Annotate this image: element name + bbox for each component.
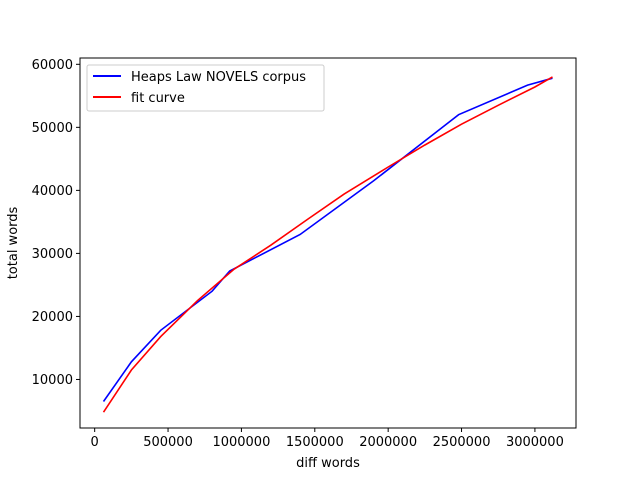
y-tick-label: 60000	[32, 58, 73, 73]
x-tick-label: 3000000	[506, 435, 564, 450]
legend-box	[86, 64, 325, 112]
y-tick-label: 30000	[32, 247, 73, 262]
x-tick-label: 0	[91, 435, 99, 450]
y-axis-label: total words	[6, 206, 21, 279]
series-line-heaps-law-novels-corpus	[102, 77, 553, 402]
x-axis-label: diff words	[296, 456, 360, 471]
legend-label-heaps-law: Heaps Law NOVELS corpus	[131, 70, 306, 85]
legend: Heaps Law NOVELS corpus fit curve	[86, 64, 325, 112]
x-axis-ticks: 0 500000 1000000 1500000 2000000 2500000 30000…	[91, 428, 564, 450]
series-line-fit-curve	[102, 76, 553, 413]
plot-area: 0 500000 1000000 1500000 2000000 2500000 30000…	[32, 57, 577, 450]
y-tick-label: 10000	[32, 373, 73, 388]
y-tick-label: 50000	[32, 121, 73, 136]
plot-frame	[79, 57, 577, 429]
x-tick-label: 2000000	[359, 435, 417, 450]
series-layer	[102, 76, 553, 413]
legend-label-fit-curve: fit curve	[131, 91, 185, 106]
x-tick-label: 1000000	[212, 435, 270, 450]
x-tick-label: 500000	[143, 435, 193, 450]
y-tick-label: 40000	[32, 184, 73, 199]
x-tick-label: 1500000	[286, 435, 344, 450]
x-tick-label: 2500000	[433, 435, 491, 450]
y-tick-label: 20000	[32, 310, 73, 325]
y-axis-ticks: 10000 20000 30000 40000 50000 60000	[32, 58, 80, 388]
